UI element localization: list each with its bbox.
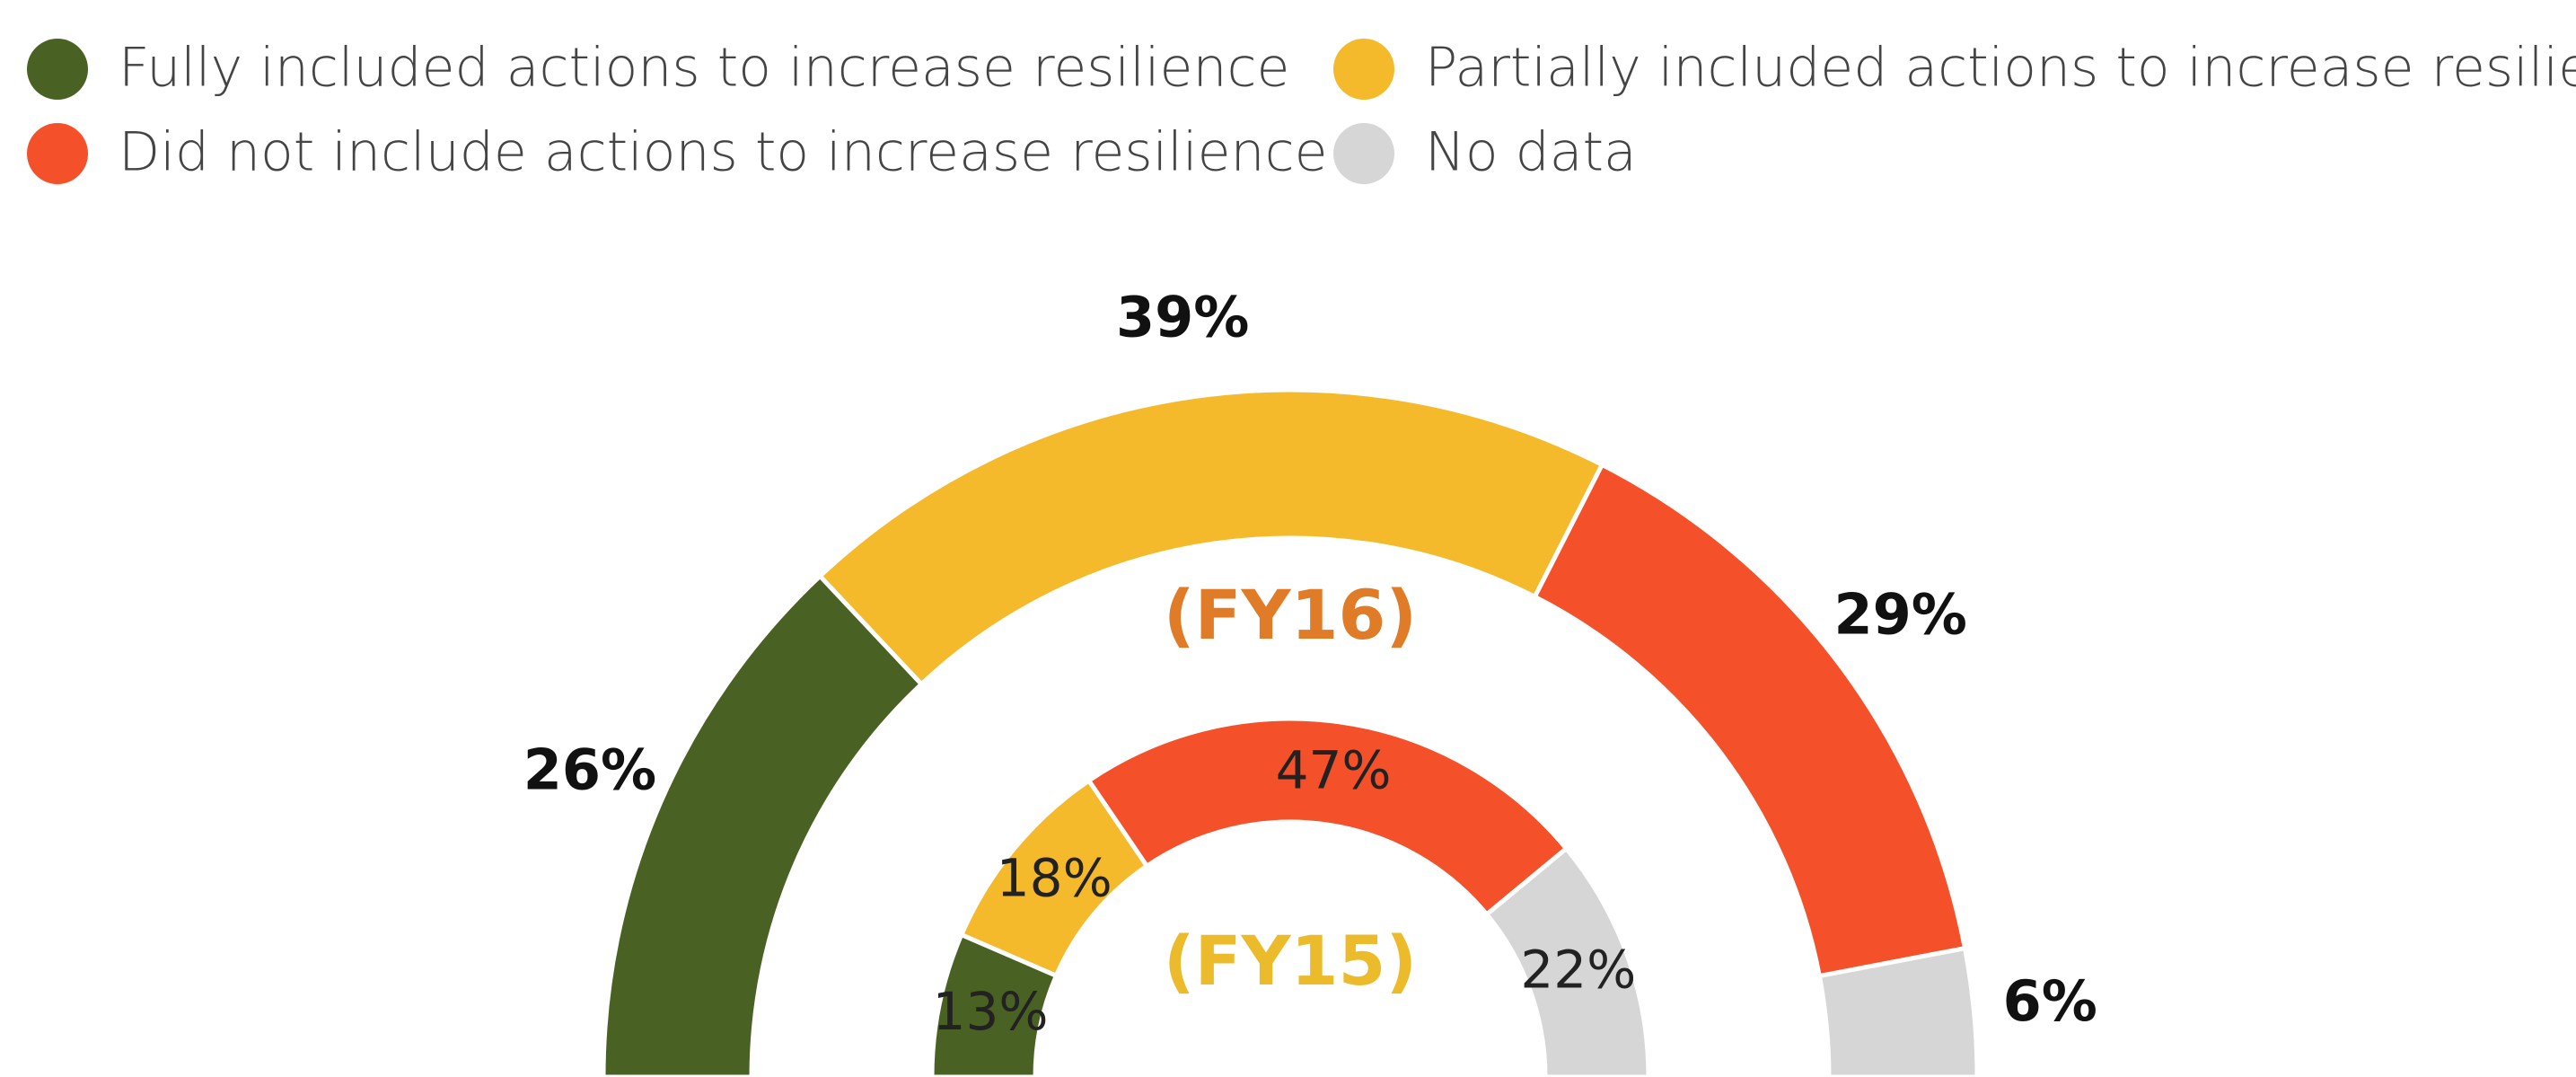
value-label: 39% xyxy=(1116,285,1249,350)
value-label: 26% xyxy=(523,737,656,803)
donut-segment xyxy=(1086,716,1569,918)
legend-swatch xyxy=(27,39,88,100)
legend-label: Partially included actions to increase r… xyxy=(1425,37,2576,100)
value-label: 18% xyxy=(997,848,1112,909)
legend-label: Did not include actions to increase resi… xyxy=(119,121,1327,184)
value-label: 13% xyxy=(933,981,1049,1042)
legend-label: Fully included actions to increase resil… xyxy=(119,37,1289,100)
legend-label: No data xyxy=(1425,121,1637,184)
legend-swatch xyxy=(1333,39,1394,100)
value-label: 6% xyxy=(2003,968,2097,1034)
value-label: 22% xyxy=(1520,940,1636,1001)
donut-segment xyxy=(1816,945,1980,1077)
donut-segment xyxy=(601,572,925,1077)
ring-label: (FY16) xyxy=(1164,575,1417,655)
ring-label: (FY15) xyxy=(1164,921,1417,1001)
legend-swatch xyxy=(1333,123,1394,184)
value-label: 29% xyxy=(1834,582,1967,648)
legend-swatch xyxy=(27,123,88,184)
value-label: 47% xyxy=(1276,740,1392,801)
